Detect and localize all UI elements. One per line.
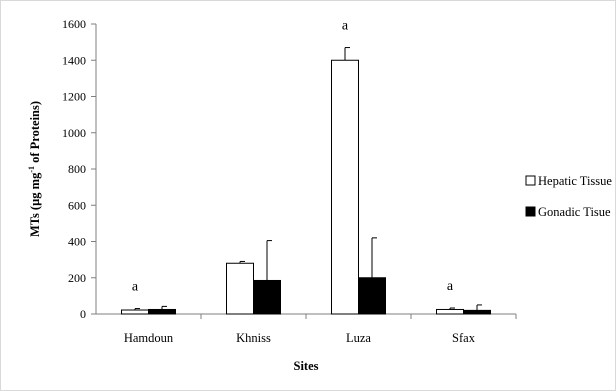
y-tick-label: 200	[68, 271, 86, 285]
x-tick-label: Hamdoun	[124, 331, 174, 345]
significance-letter: a	[447, 279, 454, 294]
x-tick-label: Sfax	[452, 331, 476, 345]
y-axis-title-suffix: of Proteins)	[28, 101, 42, 166]
legend-label-gonadic: Gonadic Tisue	[538, 205, 611, 219]
y-tick-label: 400	[68, 235, 86, 249]
legend-swatch-gonadic	[525, 206, 536, 217]
bar-hepatic-luza	[331, 59, 359, 315]
legend-swatch-hepatic	[525, 175, 536, 186]
x-tick-label: Khniss	[236, 331, 271, 345]
bar-gonadic-khniss	[253, 279, 281, 315]
y-axis-title-main: MTs (µg mg	[28, 172, 42, 237]
y-tick-label: 1200	[62, 90, 86, 104]
y-tick-label: 1400	[62, 53, 86, 67]
x-axis-title: Sites	[294, 359, 319, 373]
legend: Hepatic Tissue Gonadic Tisue	[525, 174, 612, 219]
y-tick-label: 0	[80, 307, 86, 321]
y-tick-label: 1000	[62, 126, 86, 140]
y-axis-title: MTs (µg mg-1 of Proteins)	[27, 101, 42, 237]
y-axis-title-superscript: -1	[27, 166, 36, 173]
y-tick-label: 800	[68, 162, 86, 176]
annotations: a a a	[132, 19, 454, 295]
legend-label-hepatic: Hepatic Tissue	[538, 174, 612, 188]
y-tick-label: 600	[68, 198, 86, 212]
bar-hepatic-khniss	[226, 262, 254, 315]
bars	[121, 59, 491, 315]
bar-gonadic-luza	[358, 277, 386, 315]
y-ticks: 0 200 400 600 800 1000 1200 1400 1600	[62, 17, 96, 321]
significance-letter: a	[342, 19, 349, 34]
bar-hepatic-sfax	[436, 308, 464, 315]
axes	[95, 24, 516, 315]
y-tick-label: 1600	[62, 17, 86, 31]
bar-gonadic-hamdoun	[148, 308, 176, 315]
x-tick-labels: Hamdoun Khniss Luza Sfax	[124, 314, 517, 345]
bar-hepatic-hamdoun	[121, 309, 149, 315]
x-tick-label: Luza	[346, 331, 371, 345]
significance-letter: a	[132, 280, 139, 295]
error-bars	[134, 47, 482, 311]
bar-gonadic-sfax	[463, 309, 491, 315]
